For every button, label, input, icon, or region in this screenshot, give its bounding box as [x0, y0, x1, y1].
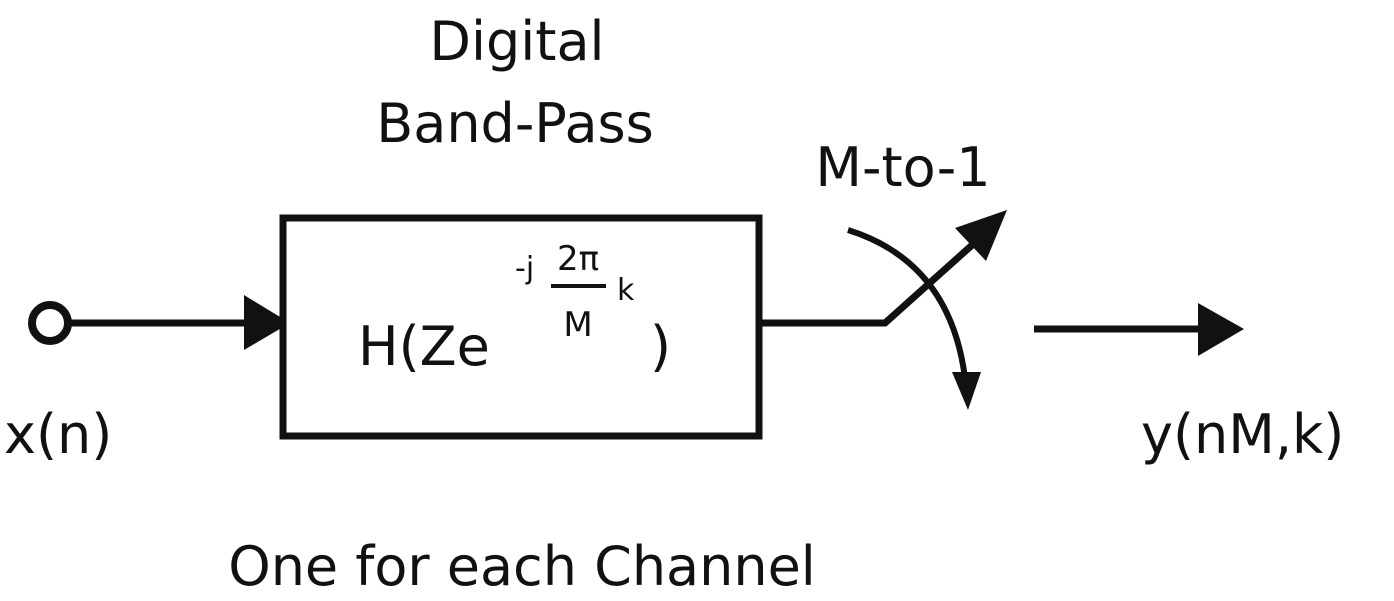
filter-frac-denominator: M [563, 305, 592, 345]
caption: One for each Channel [228, 535, 816, 596]
filter-frac-numerator: 2π [557, 239, 599, 279]
decimator-label: M-to-1 [815, 136, 990, 199]
input-label: x(n) [4, 403, 112, 466]
rotation-arrowhead-icon [952, 372, 981, 410]
input-arrowhead-icon [244, 295, 290, 350]
switch-line [759, 235, 983, 327]
output-arrowhead-icon [1198, 303, 1244, 356]
output-label: y(nM,k) [1141, 403, 1344, 466]
switch-arrowhead-icon [955, 210, 1007, 261]
filter-title-line1: Digital [429, 10, 604, 73]
filter-block [279, 214, 763, 440]
input-node-icon [28, 301, 72, 345]
rotation-arc [847, 227, 968, 379]
filter-expr-k: k [617, 273, 635, 308]
filter-expr-main: H(Ze [358, 315, 490, 378]
filter-expr-close: ) [650, 315, 671, 378]
filter-expr-exponent: -j [515, 251, 534, 286]
filter-title-line2: Band-Pass [376, 92, 654, 155]
